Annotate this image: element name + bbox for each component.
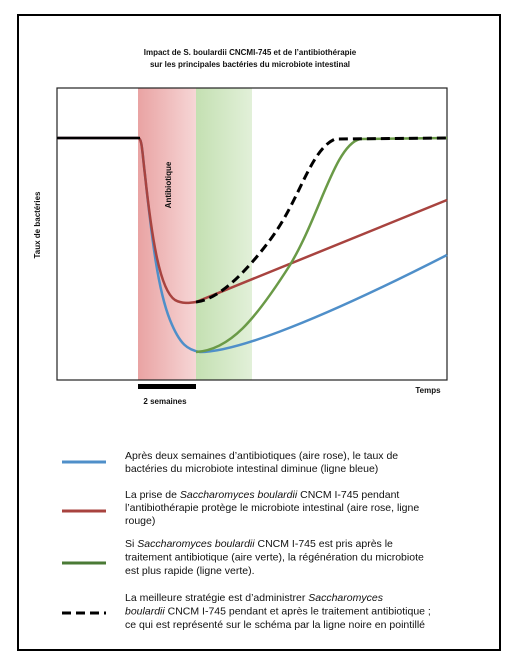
dashed-curve: [195, 136, 448, 304]
legend-text: Si Saccharomyces boulardii CNCM I-745 es…: [125, 538, 427, 577]
legend-line: boulardii: [125, 606, 165, 618]
green-curve: [195, 136, 448, 354]
legend-line: CNCM I-745 pendant et après le traitemen…: [165, 606, 431, 618]
outer-border: [17, 14, 501, 651]
antibiotic-region: [138, 88, 196, 380]
x-axis-label: Temps: [415, 386, 441, 395]
region-label: Antibiotique: [164, 161, 173, 208]
legend-line: La prise de: [125, 489, 180, 501]
legend-text: La meilleure stratégie est d’administrer…: [125, 592, 434, 631]
title-line: Impact de S. boulardii CNCMI-745 et de l…: [144, 48, 357, 57]
post-treatment-region: [196, 88, 252, 380]
legend-line: rouge): [125, 515, 155, 527]
legend-line: est plus rapide (ligne verte).: [125, 565, 255, 577]
red-curve: [57, 136, 448, 305]
y-axis-label: Taux de bactéries: [33, 191, 42, 259]
legend-line: La meilleure stratégie est d’administrer: [125, 592, 308, 604]
title-line: sur les principales bactéries du microbi…: [150, 60, 350, 69]
legend-line: l’antibiothérapie protège le microbiote …: [125, 502, 419, 514]
legend-line: Si: [125, 538, 137, 550]
legend-line: CNCM I-745 est pris après le: [255, 538, 393, 550]
legend-text: La prise de Saccharomyces boulardii CNCM…: [125, 489, 422, 527]
scale-label: 2 semaines: [143, 397, 187, 406]
legend-line: CNCM I-745 pendant: [297, 489, 399, 501]
legend-line: Saccharomyces boulardii: [137, 538, 255, 550]
legend-line: Saccharomyces boulardii: [180, 489, 298, 501]
legend-line: Saccharomyces: [308, 592, 383, 604]
scale-bar: [138, 384, 196, 389]
legend-line: ce qui est représenté sur le schéma par …: [125, 619, 425, 631]
legend-line: Après deux semaines d’antibiotiques (air…: [125, 450, 398, 462]
legend-line: traitement antibiotique (aire verte), la…: [125, 552, 424, 564]
legend-text: Après deux semaines d’antibiotiques (air…: [125, 450, 401, 475]
legend-line: bactéries du microbiote intestinal dimin…: [125, 463, 378, 475]
plot-frame: [56, 87, 448, 381]
